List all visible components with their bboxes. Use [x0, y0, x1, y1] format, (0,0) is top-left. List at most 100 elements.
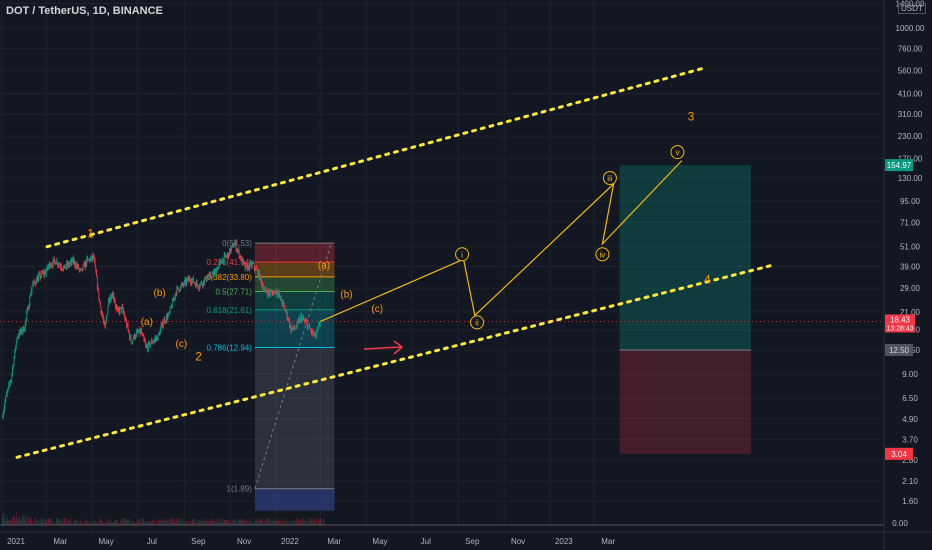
volume-bar	[318, 519, 320, 525]
price-tick: 310.00	[898, 110, 923, 119]
candle-body	[169, 311, 170, 313]
volume-bar	[191, 521, 192, 525]
candle-body	[67, 262, 69, 266]
candle-body	[152, 342, 154, 344]
volume-bar	[124, 518, 126, 525]
candle-body	[47, 266, 49, 269]
volume-bar	[142, 518, 144, 525]
volume-bar	[211, 521, 213, 525]
volume-bar	[225, 520, 227, 525]
volume-bar	[15, 519, 17, 525]
volume-bar	[8, 521, 10, 525]
volume-bar	[95, 520, 96, 525]
volume-bar	[274, 520, 276, 525]
candle-body	[287, 317, 289, 320]
volume-bar	[62, 522, 63, 525]
volume-bar	[227, 520, 228, 525]
candle-body	[286, 311, 288, 318]
volume-bar	[31, 519, 32, 525]
volume-bar	[88, 522, 90, 525]
candle-body	[289, 325, 291, 327]
candle-body	[57, 264, 59, 266]
volume-bar	[123, 518, 125, 525]
volume-bar	[9, 520, 11, 525]
candle-body	[18, 331, 20, 337]
volume-bar	[185, 522, 186, 525]
volume-bar	[14, 516, 15, 525]
candle-body	[290, 325, 292, 332]
time-tick: 2021	[7, 537, 25, 546]
volume-bar	[80, 521, 82, 525]
candle-body	[13, 357, 15, 366]
candle-body	[298, 320, 300, 323]
candle-body	[314, 331, 316, 337]
volume-bar	[298, 519, 300, 525]
time-tick: Mar	[327, 537, 341, 546]
candle-body	[39, 273, 41, 278]
volume-bar	[311, 518, 312, 525]
volume-bar	[146, 523, 147, 525]
volume-bar	[98, 519, 100, 525]
volume-bar	[116, 519, 117, 525]
volume-bar	[239, 518, 241, 525]
volume-bar	[190, 523, 192, 525]
candle-body	[7, 387, 9, 392]
volume-bar	[178, 518, 180, 525]
candle-body	[301, 318, 303, 322]
candle-body	[252, 263, 254, 265]
volume-bar	[17, 518, 19, 525]
volume-bar	[266, 522, 267, 525]
candle-body	[52, 259, 54, 266]
candle-body	[37, 277, 39, 282]
volume-bar	[140, 522, 141, 525]
candle-body	[115, 306, 117, 308]
volume-bar	[278, 519, 279, 525]
candle-body	[213, 272, 214, 276]
price-tick: 4.90	[902, 415, 918, 424]
volume-bar	[261, 520, 263, 525]
volume-bar	[140, 522, 142, 525]
candle-body	[43, 272, 45, 275]
volume-bar	[117, 523, 119, 525]
volume-bar	[81, 523, 83, 525]
candle-body	[167, 315, 169, 320]
volume-bar	[164, 522, 165, 525]
volume-bar	[130, 523, 132, 525]
time-tick: Mar	[601, 537, 615, 546]
candle-body	[66, 263, 68, 266]
volume-bar	[170, 518, 172, 525]
candle-body	[80, 269, 82, 270]
candle-body	[246, 264, 248, 266]
volume-bar	[43, 518, 44, 525]
volume-bar	[148, 521, 150, 525]
volume-bar	[221, 522, 223, 525]
candle-body	[105, 321, 106, 328]
candle-body	[262, 285, 264, 290]
volume-bar	[257, 519, 259, 525]
volume-bar	[200, 521, 202, 525]
price-tick: 1000.00	[896, 24, 925, 33]
candle-body	[310, 328, 311, 331]
volume-bar	[149, 522, 151, 525]
volume-bar	[229, 522, 231, 525]
candle-body	[42, 272, 43, 274]
candle-body	[116, 307, 118, 310]
candle-body	[98, 288, 100, 299]
candle-body	[57, 261, 58, 265]
candle-body	[304, 320, 305, 321]
volume-bar	[98, 523, 99, 525]
candle-body	[238, 250, 240, 258]
candle-body	[178, 289, 180, 291]
volume-bar	[246, 521, 248, 525]
candle-body	[190, 280, 191, 283]
volume-bar	[287, 523, 288, 525]
candle-body	[264, 289, 266, 291]
volume-bar	[299, 520, 301, 525]
candle-body	[141, 333, 143, 335]
volume-bar	[236, 522, 238, 525]
volume-bar	[199, 520, 201, 525]
fib-zone	[254, 262, 335, 277]
volume-bar	[114, 520, 116, 525]
time-tick: May	[372, 537, 387, 546]
